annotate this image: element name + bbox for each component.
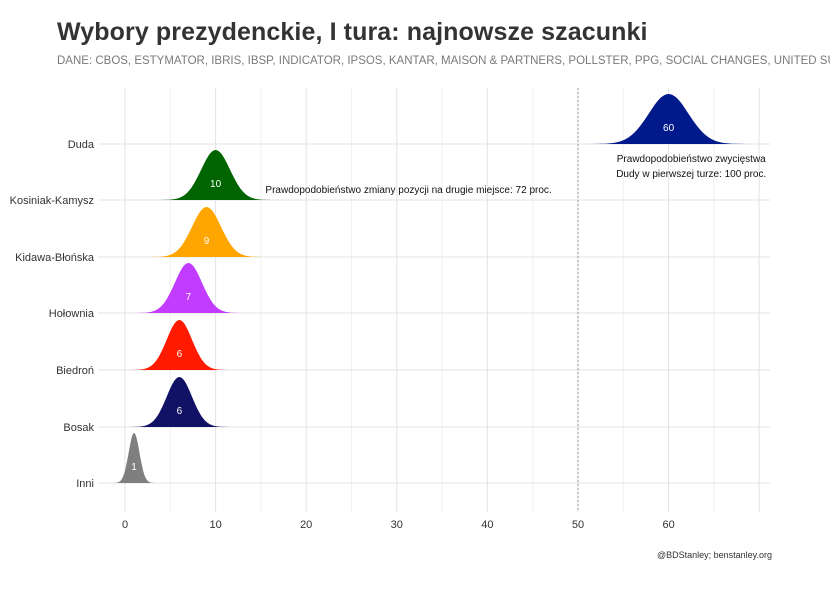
y-tick-label: Bosak <box>63 422 94 434</box>
x-tick-label: 10 <box>209 519 221 531</box>
ridge-value-label: 10 <box>210 179 222 190</box>
y-tick-label: Biedroń <box>56 365 94 377</box>
ridge-Biedroń <box>128 320 231 370</box>
chart-title: Wybory prezydenckie, I tura: najnowsze s… <box>57 18 648 46</box>
y-tick-label: Inni <box>76 478 94 490</box>
annotation-win-line1: Prawdopodobieństwo zwycięstwa <box>617 154 766 165</box>
ridge-value-label: 9 <box>204 236 210 247</box>
y-tick-label: Duda <box>68 139 95 151</box>
ridge-Hołownia <box>134 263 243 313</box>
x-tick-label: 60 <box>662 519 674 531</box>
x-tick-label: 20 <box>300 519 312 531</box>
x-tick-label: 50 <box>572 519 584 531</box>
ridge-value-label: 7 <box>186 292 192 303</box>
ridge-Bosak <box>128 377 231 427</box>
y-tick-label: Kosiniak-Kamysz <box>10 195 94 207</box>
annotation-second-place: Prawdopodobieństwo zmiany pozycji na dru… <box>265 185 551 196</box>
chart-caption: @BDStanley; benstanley.org <box>656 550 772 560</box>
y-tick-label: Hołownia <box>49 308 95 320</box>
ridge-Inni <box>112 433 156 483</box>
y-tick-label: Kidawa-Błońska <box>15 252 95 264</box>
ridge-Kosiniak-Kamysz <box>157 150 274 200</box>
ridge-value-label: 60 <box>663 123 675 134</box>
ridge-value-label: 6 <box>177 406 183 417</box>
ridge-value-label: 1 <box>131 462 137 473</box>
ridge-value-label: 6 <box>177 349 183 360</box>
ridge-Duda <box>588 94 749 144</box>
x-tick-label: 0 <box>122 519 128 531</box>
x-tick-label: 40 <box>481 519 493 531</box>
annotation-win-line2: Dudy w pierwszej turze: 100 proc. <box>616 169 766 180</box>
chart-subtitle: DANE: CBOS, ESTYMATOR, IBRIS, IBSP, INDI… <box>57 55 830 67</box>
x-tick-label: 30 <box>391 519 403 531</box>
ridge-Kidawa-Błońska <box>148 207 265 257</box>
